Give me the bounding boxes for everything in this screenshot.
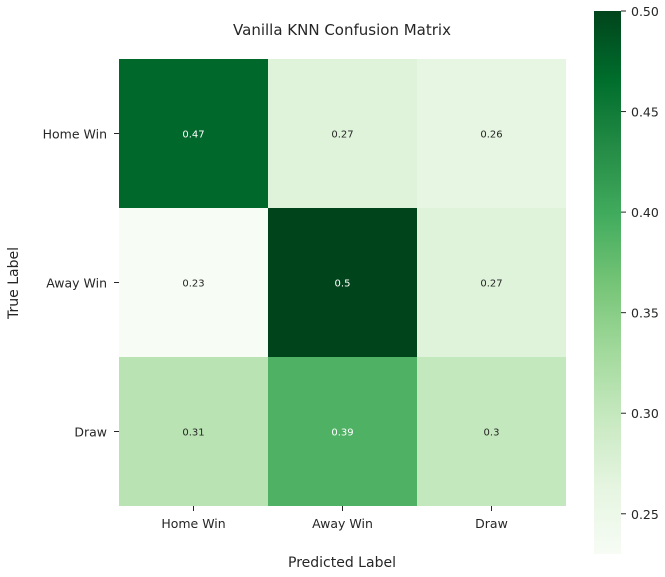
x-axis-ticks: Home Win Away Win Draw: [161, 506, 508, 531]
y-tick-label: Home Win: [43, 127, 107, 142]
colorbar-ticks: 0.25 0.30 0.35 0.40 0.45 0.50: [621, 4, 659, 522]
colorbar-tick-label: 0.40: [631, 205, 659, 220]
cell-value-label: 0.47: [182, 130, 204, 141]
y-tick-label: Away Win: [46, 276, 107, 291]
heatmap-cell: [268, 208, 417, 357]
cell-value-label: 0.26: [480, 130, 502, 141]
cell-value-label: 0.3: [484, 428, 500, 439]
cell-value-label: 0.23: [182, 279, 204, 290]
heatmap-cells: 0.47 0.27 0.26 0.23 0.5 0.27 0.31 0.39 0.3: [119, 59, 566, 506]
x-tick-label: Draw: [475, 516, 508, 531]
colorbar: [594, 11, 621, 554]
heatmap-cell: [268, 59, 417, 208]
colorbar-tick-label: 0.35: [631, 306, 659, 321]
x-tick-label: Home Win: [161, 516, 225, 531]
heatmap-cell: [417, 59, 566, 208]
x-tick-label: Away Win: [312, 516, 373, 531]
cell-value-label: 0.39: [331, 428, 353, 439]
colorbar-tick-label: 0.45: [631, 105, 659, 120]
cell-value-label: 0.5: [335, 279, 351, 290]
colorbar-tick-label: 0.25: [631, 507, 659, 522]
x-axis-label: Predicted Label: [288, 555, 396, 571]
cell-value-label: 0.27: [480, 279, 502, 290]
colorbar-tick-label: 0.50: [631, 4, 659, 19]
heatmap-cell: [417, 208, 566, 357]
cell-value-label: 0.27: [331, 130, 353, 141]
heatmap-cell: [119, 59, 268, 208]
heatmap-cell: [119, 357, 268, 506]
heatmap-cell: [417, 357, 566, 506]
heatmap-cell: [268, 357, 417, 506]
chart-title: Vanilla KNN Confusion Matrix: [233, 21, 451, 39]
y-axis-ticks: Home Win Away Win Draw: [43, 127, 119, 440]
colorbar-tick-label: 0.30: [631, 406, 659, 421]
y-tick-label: Draw: [74, 425, 107, 440]
heatmap-cell: [119, 208, 268, 357]
cell-value-label: 0.31: [182, 428, 204, 439]
y-axis-label: True Label: [6, 247, 22, 320]
